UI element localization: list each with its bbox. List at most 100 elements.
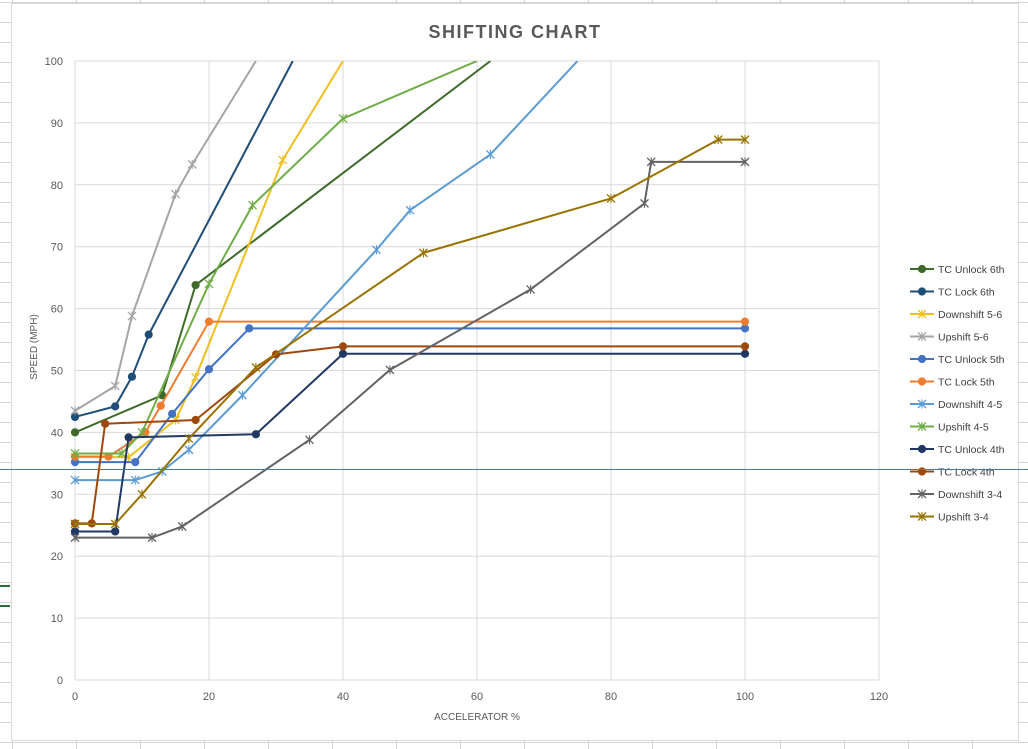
y-tick-label: 30 [51,489,63,501]
legend-marker [917,287,927,296]
data-point [740,317,750,326]
legend-item-tc-lock-5th[interactable]: TC Lock 5th [910,377,995,389]
chart-area[interactable]: SHIFTING CHART 0 10 20 30 40 50 60 70 80 90 100 0 20… [11,3,1019,741]
data-point [110,519,120,529]
legend-label: Downshift 5-6 [938,309,1002,321]
data-point [187,159,197,169]
legend-label: Upshift 3-4 [938,512,989,524]
series-layer [70,61,750,543]
axes: 0 10 20 30 40 50 60 70 80 90 100 0 20 40 60 80 100 120 [45,56,889,703]
data-point [144,330,153,339]
data-point [338,114,348,124]
x-tick-label: 40 [337,691,349,703]
series-downshift-3-4 [70,157,750,543]
series-tc-unlock-6th [70,61,492,437]
data-point [526,284,536,294]
data-point [640,198,649,208]
legend-marker [917,512,927,521]
data-point [338,349,348,358]
data-point [130,475,140,485]
legend-item-tc-unlock-5th[interactable]: TC Unlock 5th [910,354,1005,366]
data-point [248,200,258,210]
legend-label: Downshift 4-5 [938,399,1002,411]
legend-item-tc-unlock-6th[interactable]: TC Unlock 6th [910,264,1005,276]
y-tick-label: 90 [51,118,63,130]
legend-marker [917,489,927,499]
legend-item-tc-lock-6th[interactable]: TC Lock 6th [910,287,995,299]
x-tick-label: 80 [605,691,617,703]
y-tick-label: 20 [51,551,63,563]
data-point [70,406,80,416]
data-point [137,489,147,499]
legend[interactable]: TC Unlock 6th TC Lock 6th Downshift 5-6 Ups… [910,264,1005,524]
y-tick-label: 0 [57,675,63,687]
data-point [278,155,288,165]
chart-title: SHIFTING CHART [429,22,602,42]
legend-label: TC Lock 6th [938,287,995,299]
legend-marker [917,332,927,341]
legend-marker [917,309,927,319]
legend-item-upshift-5-6[interactable]: Upshift 5-6 [910,332,989,344]
data-point [251,430,260,439]
gridlines [74,60,880,681]
data-point [147,533,157,543]
legend-marker [917,399,927,409]
data-point [191,372,201,382]
legend-item-downshift-5-6[interactable]: Downshift 5-6 [910,309,1002,321]
legend-label: Upshift 5-6 [938,332,989,344]
data-point [740,324,750,333]
series-upshift-4-5 [70,61,478,458]
spreadsheet-connector-line [0,469,1028,470]
series-line [74,61,492,434]
data-point [204,317,214,326]
legend-marker [917,354,927,364]
data-point [305,435,314,445]
data-point [171,189,180,199]
legend-item-downshift-4-5[interactable]: Downshift 4-5 [910,399,1002,411]
data-point [606,193,616,203]
legend-marker [917,444,927,454]
data-point [70,428,80,437]
y-tick-label: 10 [51,613,63,625]
series-downshift-5-6 [70,61,344,462]
data-point [191,415,200,425]
data-point [485,149,495,159]
row-marker-top [0,585,10,587]
y-tick-label: 80 [51,180,63,192]
data-point [168,409,177,418]
series-upshift-5-6 [70,61,257,416]
y-tick-label: 40 [51,427,63,439]
legend-item-upshift-3-4[interactable]: Upshift 3-4 [910,512,989,524]
x-tick-label: 100 [736,691,754,703]
data-point [238,390,247,400]
y-tick-label: 100 [45,56,63,68]
data-point [111,527,120,536]
y-tick-label: 70 [51,242,63,254]
data-point [740,349,750,358]
series-tc-unlock-4th [70,349,750,536]
data-point [204,279,214,289]
legend-item-downshift-3-4[interactable]: Downshift 3-4 [910,489,1002,501]
legend-marker [917,264,927,274]
data-point [204,365,214,374]
data-point [184,445,194,455]
data-point [372,245,381,255]
data-point [740,135,750,145]
series-upshift-3-4 [70,135,750,529]
x-tick-label: 20 [203,691,215,703]
data-point [713,135,723,145]
data-point [137,427,147,437]
y-tick-label: 50 [51,366,63,378]
data-point [117,448,127,458]
legend-item-upshift-4-5[interactable]: Upshift 4-5 [910,422,989,434]
data-point [110,381,120,391]
data-point [70,533,80,543]
data-point [418,248,428,258]
shifting-chart: SHIFTING CHART 0 10 20 30 40 50 60 70 80 90 100 0 20… [29,22,1005,723]
legend-label: TC Unlock 4th [938,444,1005,456]
legend-item-tc-unlock-4th[interactable]: TC Unlock 4th [910,444,1005,456]
data-point [131,458,140,467]
series-tc-lock-5th [70,317,750,461]
row-marker-bottom [0,605,10,607]
